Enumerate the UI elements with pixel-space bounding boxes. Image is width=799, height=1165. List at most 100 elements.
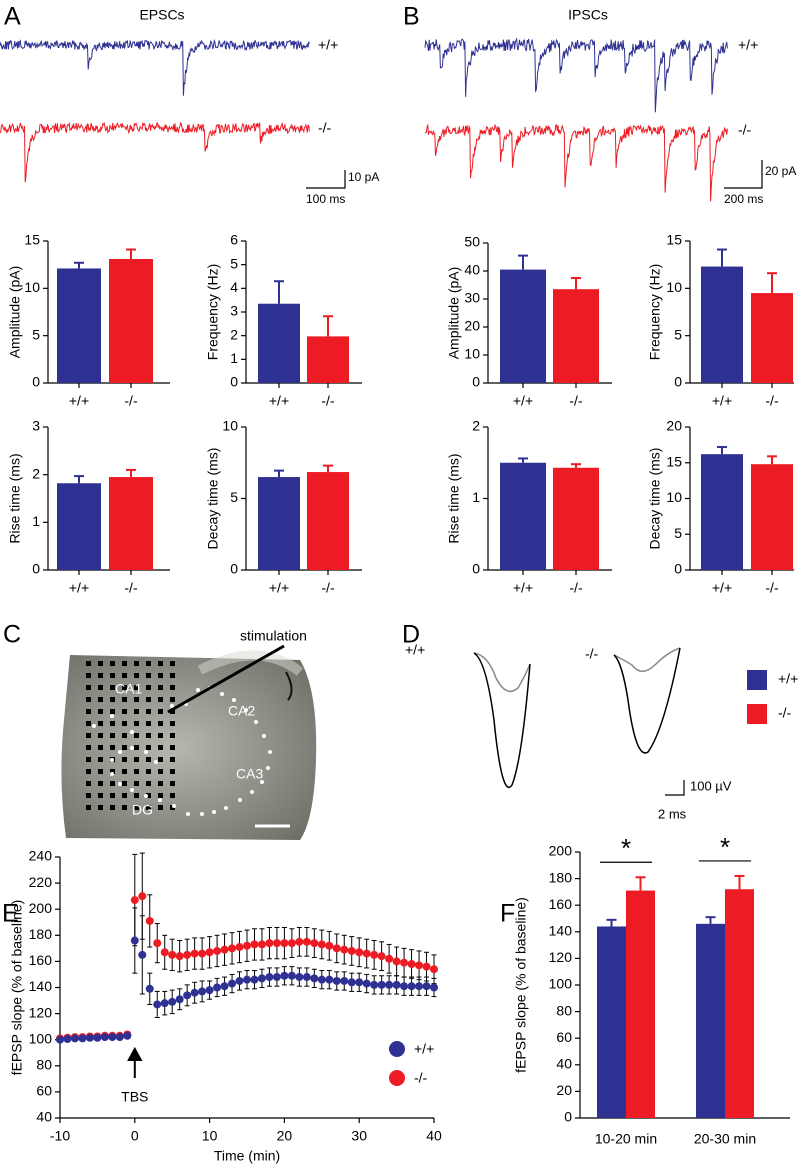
electrode: [110, 733, 115, 738]
cell-dot: [110, 714, 114, 718]
panel-letter: B: [403, 3, 420, 31]
electrode: [110, 697, 115, 702]
electrode: [158, 685, 163, 690]
cell-dot: [262, 734, 266, 738]
y-tick-label: 5: [230, 489, 238, 505]
bar: [307, 472, 349, 570]
cell-dot: [250, 790, 254, 794]
electrode: [134, 769, 139, 774]
electrode: [170, 721, 175, 726]
y-tick-label: 30: [464, 290, 480, 306]
slice-shading: [197, 650, 304, 677]
data-point: [250, 975, 259, 984]
error-bar: [571, 463, 581, 468]
x-tick-label: -/-: [124, 580, 138, 596]
data-point: [130, 936, 139, 945]
data-point: [243, 975, 251, 984]
electrode: [134, 781, 139, 786]
y-tick-label: 80: [556, 1002, 572, 1018]
data-point: [235, 976, 244, 985]
electrode: [122, 661, 127, 666]
electrode: [86, 721, 91, 726]
data-point: [168, 950, 177, 959]
significance-label: *: [621, 833, 631, 863]
y-tick-label: 5: [230, 255, 238, 271]
electrode: [110, 661, 115, 666]
cell-dot: [238, 798, 242, 802]
electrode: [134, 709, 139, 714]
error-bar: [734, 874, 745, 890]
y-tick-label: 3: [32, 418, 40, 434]
y-tick-label: 10: [464, 346, 480, 362]
panel-letter: F: [500, 900, 515, 928]
electrode: [170, 733, 175, 738]
electrode: [122, 673, 127, 678]
data-point: [422, 982, 431, 991]
data-point: [70, 1034, 79, 1043]
electrode: [122, 805, 127, 810]
x-tick-label: 20-30 min: [694, 1131, 756, 1147]
bar: [109, 477, 153, 570]
y-axis-label: Decay time (ms): [647, 448, 663, 550]
data-point: [272, 973, 281, 982]
legend-marker: [389, 1041, 405, 1057]
data-point: [228, 979, 237, 988]
data-point: [93, 1033, 102, 1042]
region-label: CA2: [228, 703, 255, 719]
electrode: [146, 781, 151, 786]
electrode: [98, 697, 103, 702]
y-tick-label: 50: [464, 234, 480, 250]
bar: [307, 336, 349, 383]
annotation: stimulation: [240, 628, 307, 644]
electrode: [146, 769, 151, 774]
y-tick-label: 200: [29, 900, 53, 916]
data-point: [108, 1033, 117, 1042]
electrode: [158, 673, 163, 678]
data-point: [123, 1031, 132, 1040]
data-point: [205, 986, 214, 995]
y-tick-label: 5: [674, 326, 682, 342]
electrode: [134, 805, 139, 810]
electrode: [158, 661, 163, 666]
y-tick-label: 0: [564, 1109, 572, 1125]
data-point: [78, 1034, 87, 1043]
cell-dot: [260, 780, 264, 784]
data-point: [317, 940, 326, 949]
electrode: [86, 745, 91, 750]
data-point: [310, 939, 319, 948]
data-point: [392, 980, 401, 989]
data-point: [325, 941, 334, 950]
data-point: [145, 984, 154, 993]
y-tick-label: 0: [472, 374, 480, 390]
electrode: [98, 673, 103, 678]
data-point: [198, 987, 207, 996]
legend-swatch: [747, 670, 767, 690]
cell-dot: [130, 730, 134, 734]
y-axis-label: Frequency (Hz): [647, 264, 663, 360]
data-point: [235, 943, 244, 952]
electrode: [86, 673, 91, 678]
x-tick-label: 40: [426, 1128, 442, 1144]
y-tick-label: 80: [36, 1057, 52, 1073]
y-tick-label: 40: [36, 1109, 52, 1125]
electrode: [158, 805, 163, 810]
electrode: [110, 685, 115, 690]
electrode: [86, 781, 91, 786]
error-bar: [126, 468, 136, 478]
region-label: CA3: [236, 766, 263, 782]
y-tick-label: 10: [666, 489, 682, 505]
electrode: [98, 793, 103, 798]
y-tick-label: 2: [32, 465, 40, 481]
y-tick-label: 0: [32, 561, 40, 577]
cell-dot: [130, 788, 134, 792]
x-tick-label: +/+: [269, 580, 289, 596]
cell-dot: [212, 810, 216, 814]
y-tick-label: 240: [29, 848, 53, 864]
data-point: [183, 950, 192, 959]
y-tick-label: 15: [666, 232, 682, 248]
annotation-arrow: [127, 1046, 143, 1078]
data-point: [332, 976, 341, 985]
field-trace: [613, 647, 681, 754]
cell-dot: [266, 766, 270, 770]
data-point: [56, 1035, 64, 1044]
